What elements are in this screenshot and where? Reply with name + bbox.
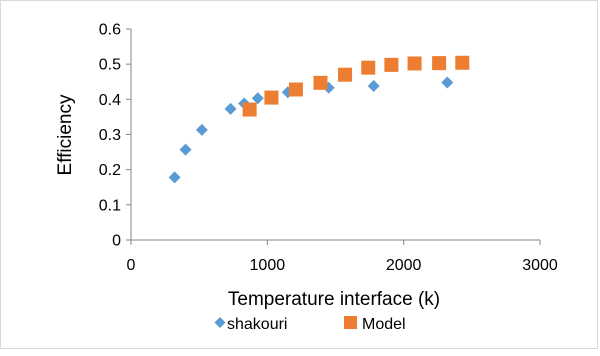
- y-tick-label: 0: [112, 233, 121, 250]
- data-point-model: [264, 90, 279, 105]
- legend-label-shakouri: shakouri: [227, 316, 287, 333]
- data-point-model: [242, 102, 257, 117]
- data-point-model: [361, 60, 376, 75]
- x-tick-label: 3000: [522, 257, 558, 274]
- x-axis-title: Temperature interface (k): [228, 289, 440, 310]
- axes: [126, 28, 541, 245]
- tick-labels: 0 0.1 0.2 0.3 0.4 0.5 0.6 0 1000 2000 3000: [99, 22, 558, 275]
- y-tick-label: 0.2: [99, 162, 121, 179]
- legend-label-model: Model: [362, 316, 406, 333]
- data-point-shakouri: [441, 76, 454, 89]
- legend: shakouri Model: [214, 316, 406, 333]
- data-point-model: [313, 75, 328, 90]
- y-tick-label: 0.6: [99, 22, 121, 39]
- x-tick-label: 2000: [386, 257, 422, 274]
- data-point-shakouri: [179, 143, 192, 156]
- data-point-shakouri: [168, 171, 181, 184]
- data-points: [168, 55, 470, 184]
- legend-marker-shakouri: [214, 317, 226, 328]
- y-axis-title: Efficiency: [55, 94, 76, 175]
- y-tick-label: 0.1: [99, 197, 121, 214]
- data-point-model: [384, 57, 399, 72]
- data-point-model: [288, 82, 303, 97]
- data-point-shakouri: [224, 102, 237, 115]
- chart-frame: [0, 0, 598, 349]
- y-tick-label: 0.4: [99, 92, 121, 109]
- x-tick-label: 1000: [250, 257, 286, 274]
- y-tick-label: 0.5: [99, 57, 121, 74]
- data-point-model: [407, 56, 422, 71]
- legend-marker-model: [344, 316, 357, 329]
- x-tick-label: 0: [127, 257, 136, 274]
- data-point-model: [432, 56, 447, 71]
- data-point-shakouri: [251, 92, 264, 105]
- data-point-shakouri: [195, 123, 208, 136]
- data-point-model: [338, 67, 353, 82]
- data-point-model: [455, 55, 470, 70]
- data-point-shakouri: [367, 79, 380, 92]
- y-tick-label: 0.3: [99, 127, 121, 144]
